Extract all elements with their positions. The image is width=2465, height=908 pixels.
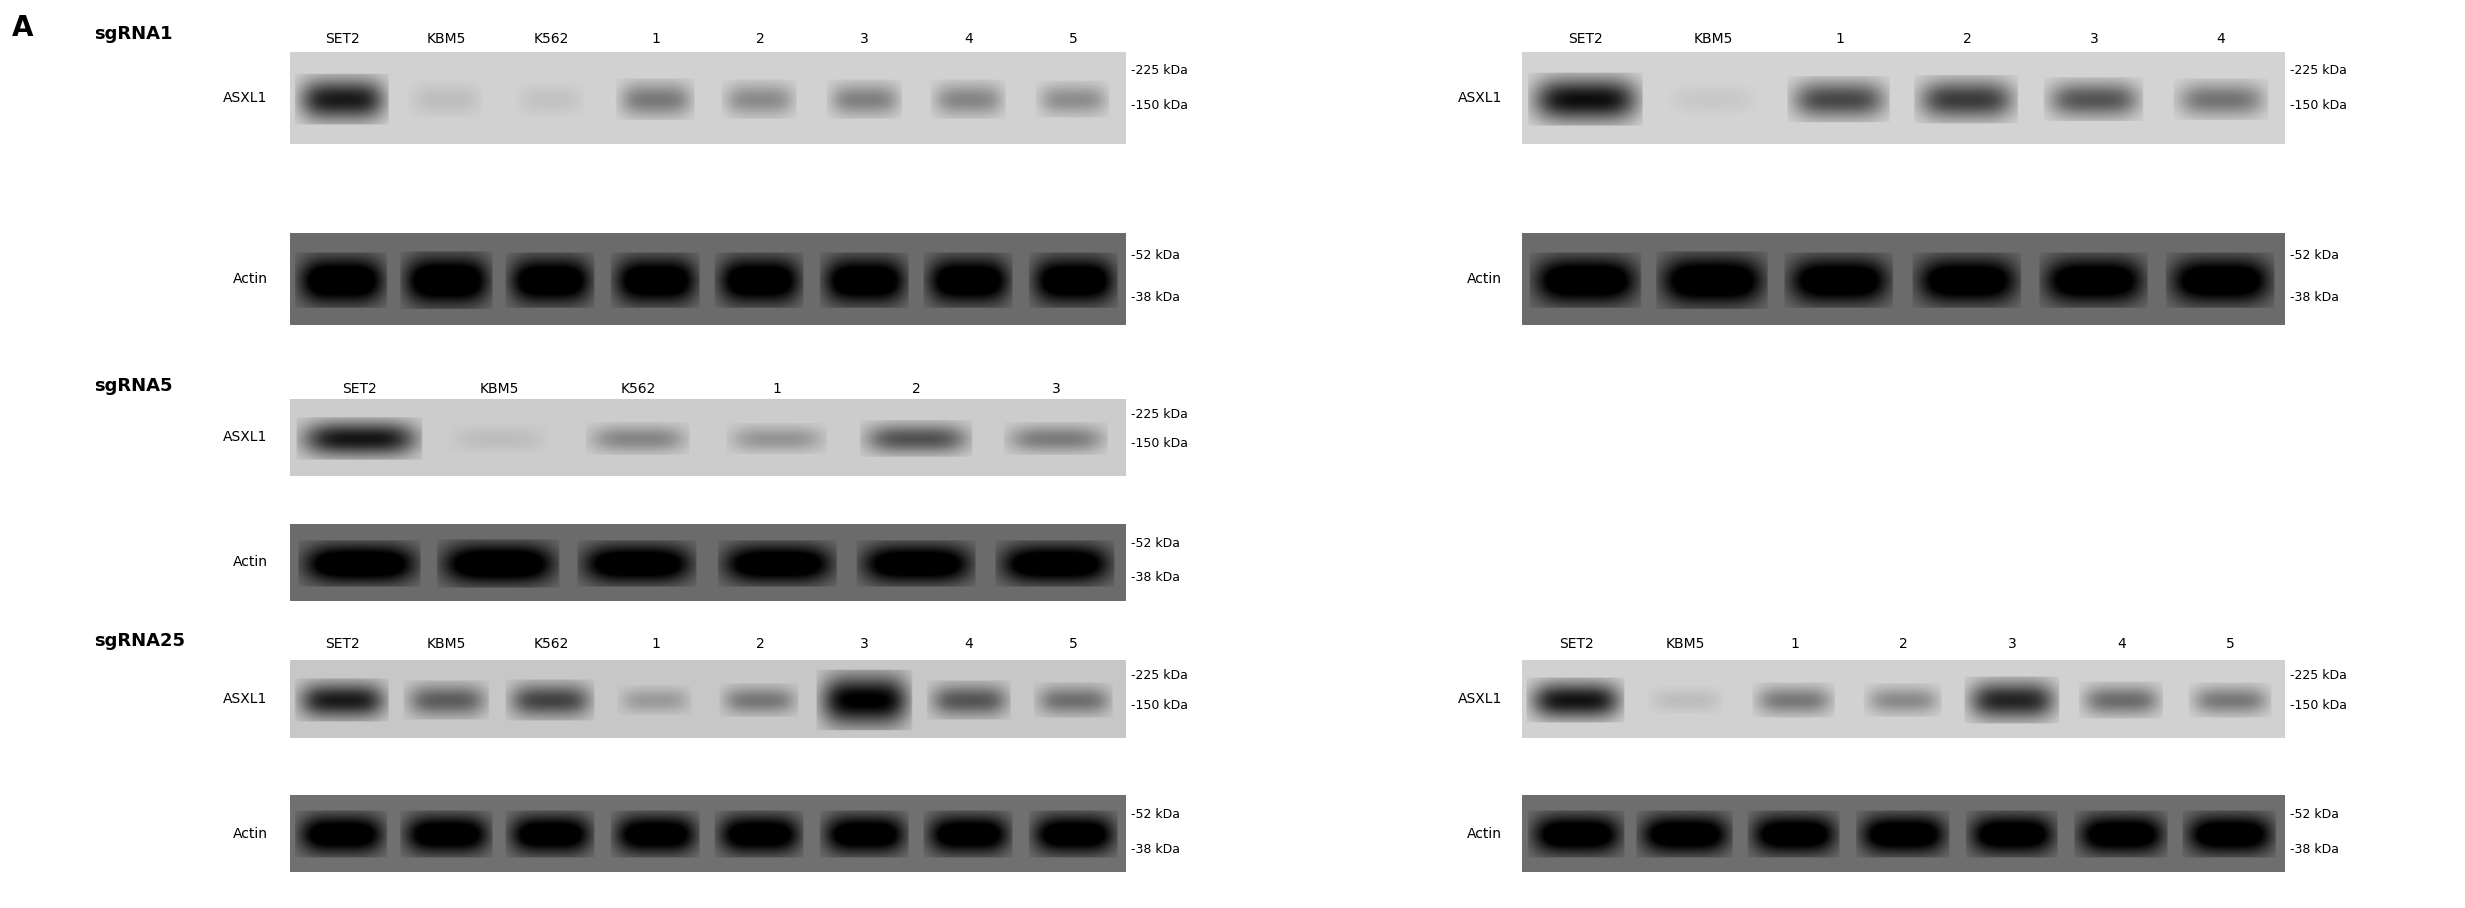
Text: -52 kDa: -52 kDa [1131,249,1181,262]
Text: Actin: Actin [232,556,269,569]
Text: 1: 1 [651,32,661,45]
Text: 1: 1 [651,637,661,651]
Text: ASXL1: ASXL1 [1457,692,1501,706]
Text: SET2: SET2 [1568,32,1602,45]
Text: 2: 2 [1898,637,1908,651]
Text: ASXL1: ASXL1 [224,430,269,444]
Text: ASXL1: ASXL1 [224,692,269,706]
Text: A: A [12,14,35,42]
Text: sgRNA1: sgRNA1 [94,25,173,43]
Text: K562: K562 [532,637,569,651]
Text: K562: K562 [621,382,656,396]
Text: 4: 4 [964,32,974,45]
Text: Actin: Actin [1467,271,1501,286]
Text: -225 kDa: -225 kDa [1131,64,1188,77]
Text: SET2: SET2 [325,32,360,45]
Text: -38 kDa: -38 kDa [1131,571,1181,584]
Text: -150 kDa: -150 kDa [1131,437,1188,449]
Text: -150 kDa: -150 kDa [1131,99,1188,112]
Text: -225 kDa: -225 kDa [1131,408,1188,420]
Text: 2: 2 [757,637,764,651]
Text: -150 kDa: -150 kDa [2290,99,2347,112]
Text: sgRNA25: sgRNA25 [94,632,185,650]
Text: SET2: SET2 [1560,637,1595,651]
Text: SET2: SET2 [325,637,360,651]
Text: 4: 4 [964,637,974,651]
Text: SET2: SET2 [343,382,377,396]
Text: -225 kDa: -225 kDa [2290,64,2347,77]
Text: 3: 3 [1053,382,1060,396]
Text: KBM5: KBM5 [1693,32,1733,45]
Text: -225 kDa: -225 kDa [1131,669,1188,682]
Text: 5: 5 [1070,637,1077,651]
Text: -150 kDa: -150 kDa [2290,698,2347,712]
Text: -52 kDa: -52 kDa [1131,537,1181,549]
Text: 1: 1 [774,382,781,396]
Text: -38 kDa: -38 kDa [2290,291,2339,303]
Text: KBM5: KBM5 [426,637,466,651]
Text: -38 kDa: -38 kDa [1131,291,1181,303]
Text: 4: 4 [2117,637,2125,651]
Text: KBM5: KBM5 [426,32,466,45]
Text: 2: 2 [912,382,922,396]
Text: 3: 3 [2090,32,2098,45]
Text: 2: 2 [1962,32,1972,45]
Text: K562: K562 [532,32,569,45]
Text: ASXL1: ASXL1 [1457,91,1501,105]
Text: 2: 2 [757,32,764,45]
Text: 4: 4 [2216,32,2226,45]
Text: 5: 5 [1070,32,1077,45]
Text: KBM5: KBM5 [478,382,518,396]
Text: KBM5: KBM5 [1666,637,1706,651]
Text: ASXL1: ASXL1 [224,91,269,105]
Text: Actin: Actin [232,826,269,841]
Text: 5: 5 [2226,637,2233,651]
Text: -52 kDa: -52 kDa [2290,249,2339,262]
Text: Actin: Actin [232,271,269,286]
Text: -150 kDa: -150 kDa [1131,698,1188,712]
Text: -38 kDa: -38 kDa [2290,843,2339,855]
Text: 1: 1 [1836,32,1844,45]
Text: -38 kDa: -38 kDa [1131,843,1181,855]
Text: sgRNA5: sgRNA5 [94,377,173,395]
Text: 3: 3 [860,637,868,651]
Text: 3: 3 [2009,637,2016,651]
Text: -52 kDa: -52 kDa [1131,807,1181,821]
Text: 3: 3 [860,32,868,45]
Text: 1: 1 [1790,637,1799,651]
Text: Actin: Actin [1467,826,1501,841]
Text: -225 kDa: -225 kDa [2290,669,2347,682]
Text: -52 kDa: -52 kDa [2290,807,2339,821]
